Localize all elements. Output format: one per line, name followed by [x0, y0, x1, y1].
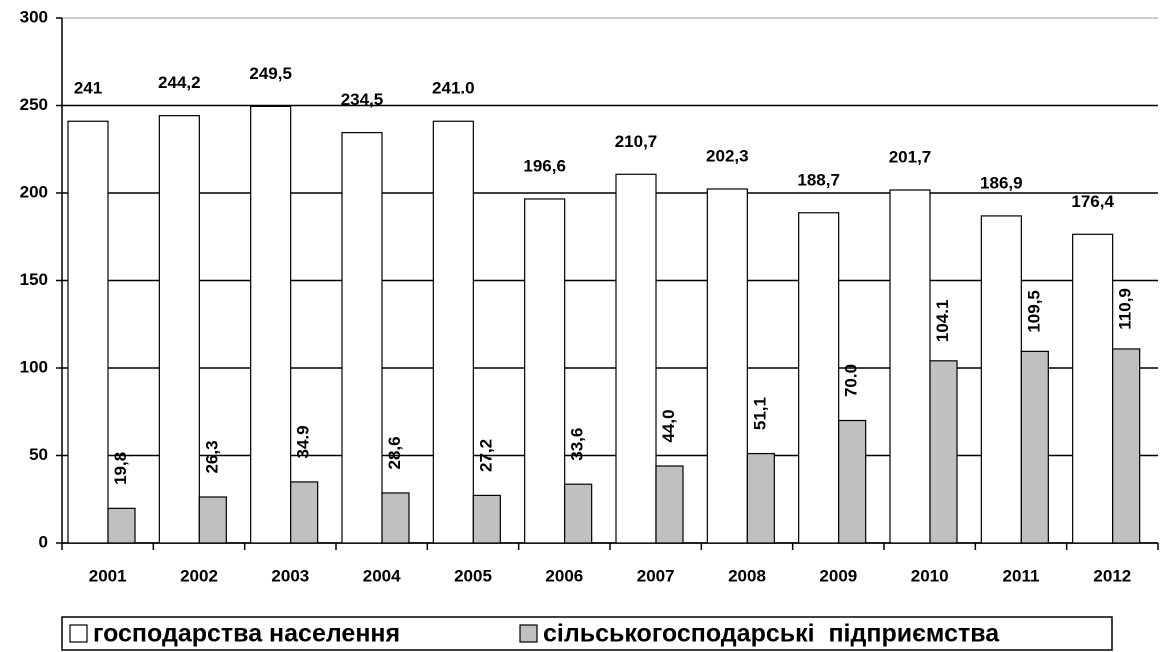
y-tick-label: 50: [29, 445, 48, 464]
value-label: 196,6: [523, 156, 566, 175]
value-label: 44,0: [659, 409, 678, 442]
legend-swatch: [69, 624, 88, 643]
value-label: 109,5: [1024, 290, 1043, 333]
legend-label: сільськогосподарські підприємства: [543, 620, 1000, 648]
value-label: 202,3: [706, 146, 749, 165]
y-tick-label: 300: [20, 7, 48, 26]
bar: [158, 115, 200, 544]
value-label: 19,8: [111, 452, 130, 485]
value-label: 234,5: [341, 90, 384, 109]
bar: [889, 189, 931, 544]
value-label: 176,4: [1071, 192, 1114, 211]
value-label: 51,1: [750, 397, 769, 430]
bar: [524, 198, 566, 544]
bar: [1112, 348, 1141, 544]
y-tick-label: 200: [20, 182, 48, 201]
value-label: 186,9: [980, 173, 1023, 192]
value-label: 241: [74, 79, 102, 98]
y-tick-label: 250: [20, 95, 48, 114]
value-label: 33,6: [568, 428, 587, 461]
value-label: 249,5: [249, 64, 292, 83]
bar: [838, 419, 867, 544]
bar: [250, 105, 292, 544]
x-tick-label: 2011: [1003, 566, 1040, 585]
x-tick-label: 2005: [454, 566, 492, 585]
bar: [746, 452, 775, 544]
value-label: 241.0: [432, 79, 475, 98]
bar: [290, 481, 319, 544]
value-label: 201,7: [889, 148, 932, 167]
bar: [798, 212, 840, 544]
value-label: 70.0: [842, 364, 861, 397]
bar: [706, 188, 748, 544]
x-tick-label: 2002: [180, 566, 218, 585]
legend-swatch: [519, 624, 538, 643]
bar: [472, 494, 501, 544]
value-label: 188,7: [797, 170, 840, 189]
x-tick-label: 2007: [637, 566, 675, 585]
value-label: 27,2: [476, 439, 495, 472]
x-tick-label: 2010: [911, 566, 949, 585]
x-tick-label: 2012: [1093, 566, 1131, 585]
y-tick-label: 150: [20, 270, 48, 289]
x-tick-label: 2008: [728, 566, 766, 585]
bar: [615, 173, 657, 544]
value-label: 34.9: [294, 425, 313, 458]
bar: [564, 483, 593, 544]
x-tick-label: 2003: [271, 566, 309, 585]
x-tick-label: 2006: [545, 566, 583, 585]
bar: [1072, 233, 1114, 544]
value-label: 210,7: [615, 132, 658, 151]
bar: [341, 132, 383, 544]
y-tick-label: 0: [39, 532, 48, 551]
legend-label: господарства населення: [93, 620, 400, 648]
bar: [655, 465, 684, 544]
bar: [67, 120, 109, 544]
value-label: 110,9: [1116, 288, 1135, 330]
bar: [432, 120, 474, 544]
value-label: 104.1: [933, 300, 952, 343]
bar: [107, 507, 136, 544]
bar: [1020, 350, 1049, 544]
value-label: 28,6: [385, 436, 404, 469]
value-label: 26,3: [202, 440, 221, 473]
bar: [198, 496, 227, 544]
y-tick-label: 100: [20, 357, 48, 376]
bar: [980, 215, 1022, 544]
x-tick-label: 2004: [363, 566, 401, 585]
value-label: 244,2: [158, 73, 201, 92]
x-tick-label: 2009: [819, 566, 857, 585]
bar: [381, 492, 410, 544]
x-tick-label: 2001: [89, 566, 127, 585]
legend-box: [61, 616, 1113, 651]
bar: [929, 360, 958, 544]
